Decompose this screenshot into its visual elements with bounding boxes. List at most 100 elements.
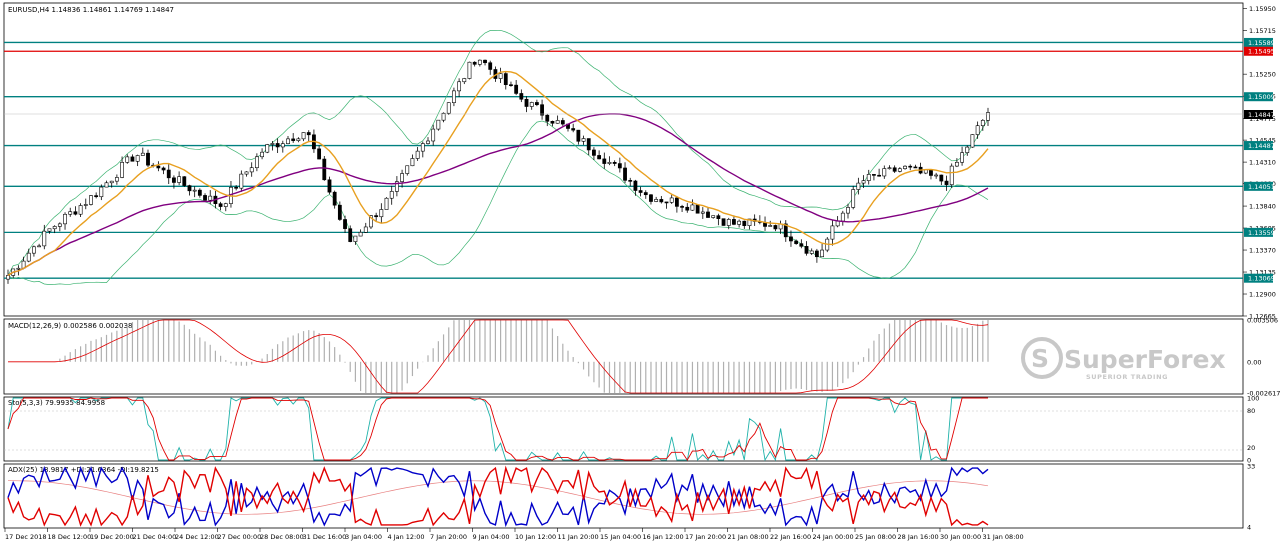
candle-body [234, 186, 239, 189]
candle-body [140, 152, 145, 156]
candle-body [742, 220, 747, 226]
candle-body [783, 223, 788, 238]
candle-body [721, 218, 726, 226]
candle-body [851, 189, 856, 208]
candle-body [597, 155, 602, 160]
price-tick-label: 1.13135 [1249, 269, 1276, 277]
candle-body [804, 246, 809, 254]
candle-body [89, 195, 93, 205]
candle-body [706, 211, 710, 218]
stoch-tick-label: 20 [1247, 444, 1255, 452]
candle-body [643, 192, 648, 196]
candle-body [120, 162, 124, 178]
candle-body [503, 73, 508, 85]
bollinger-upper [7, 29, 989, 276]
macd-histogram [59, 320, 989, 393]
macd-pane-frame [3, 318, 1244, 395]
time-tick-label: 31 Jan 08:00 [983, 533, 1024, 541]
candle-body [104, 182, 109, 188]
candle-body [249, 167, 254, 173]
candle-body [576, 129, 581, 142]
candle-body [114, 177, 119, 182]
candle-body [555, 120, 560, 124]
ma-slow-line [7, 113, 989, 276]
price-candles [6, 59, 990, 284]
candle-body [768, 225, 773, 227]
candle-body [519, 93, 524, 100]
candle-body [820, 249, 824, 258]
candle-body [239, 173, 244, 189]
macd-signal-line [8, 319, 989, 394]
candle-body [389, 191, 394, 199]
candle-body [384, 197, 389, 210]
time-tick-label: 17 Dec 2018 [5, 533, 47, 541]
level-label: 1.14051 [1248, 183, 1275, 191]
candle-body [550, 121, 555, 124]
candle-body [130, 156, 135, 162]
candle-body [94, 195, 99, 198]
candle-body [63, 213, 67, 225]
plus-di-line [7, 465, 989, 528]
macd-tick-label: -0.002617 [1247, 390, 1280, 398]
price-tick-label: 1.14310 [1249, 159, 1276, 167]
watermark-brand: SuperForex [1064, 345, 1226, 374]
candle-body [400, 173, 404, 182]
candle-body [514, 84, 519, 94]
candle-body [877, 174, 882, 177]
candle-body [592, 149, 596, 156]
stoch-title: Sto(5,3,3) 79.9935 84.9958 [8, 399, 105, 407]
candle-body [483, 59, 487, 64]
candle-body [208, 195, 213, 201]
candle-body [415, 150, 420, 159]
candle-body [192, 189, 197, 192]
price-tick-label: 1.14545 [1249, 137, 1276, 145]
stoch-tick-label: 0 [1247, 457, 1251, 465]
candle-body [286, 138, 290, 144]
candle-body [903, 165, 907, 170]
candle-body [737, 220, 742, 225]
stoch-signal-line [7, 397, 988, 461]
candle-body [664, 201, 669, 204]
candle-body [488, 62, 493, 70]
candle-body [773, 225, 778, 230]
candle-body [125, 156, 130, 163]
candle-body [109, 180, 114, 184]
candle-body [26, 252, 31, 262]
candle-body [789, 236, 793, 242]
horizontal-levels[interactable] [4, 41, 1243, 279]
candle-body [680, 206, 684, 208]
superforex-logo-letters: S [1031, 344, 1049, 373]
minus-di-line [7, 465, 989, 527]
candle-body [280, 143, 285, 148]
price-tick-label: 1.15950 [1249, 5, 1276, 13]
candle-body [529, 102, 534, 107]
candle-body [327, 179, 332, 193]
adx-tick-label: 33 [1247, 463, 1255, 471]
price-tick-label: 1.12900 [1249, 291, 1276, 299]
level-label: 1.15009 [1248, 93, 1275, 101]
time-tick-label: 18 Dec 12:00 [48, 533, 92, 541]
candle-body [861, 180, 866, 184]
candle-body [975, 125, 980, 135]
candle-body [146, 152, 150, 166]
candle-body [965, 146, 970, 153]
candle-body [462, 78, 467, 83]
superforex-logo-icon [1021, 337, 1063, 379]
candle-body [534, 102, 539, 105]
candle-body [949, 165, 954, 185]
level-label: 1.13069 [1248, 275, 1275, 283]
candle-body [980, 120, 985, 127]
candle-body [571, 128, 576, 131]
candle-body [897, 168, 902, 172]
candle-body [42, 230, 47, 247]
candle-body [197, 189, 202, 196]
level-tag [1244, 141, 1273, 151]
adx-pane-frame [3, 463, 1244, 529]
candle-body [156, 165, 161, 169]
candle-body [732, 219, 736, 225]
time-tick-label: 27 Dec 00:00 [218, 533, 262, 541]
time-tick-label: 7 Jan 20:00 [430, 533, 467, 541]
